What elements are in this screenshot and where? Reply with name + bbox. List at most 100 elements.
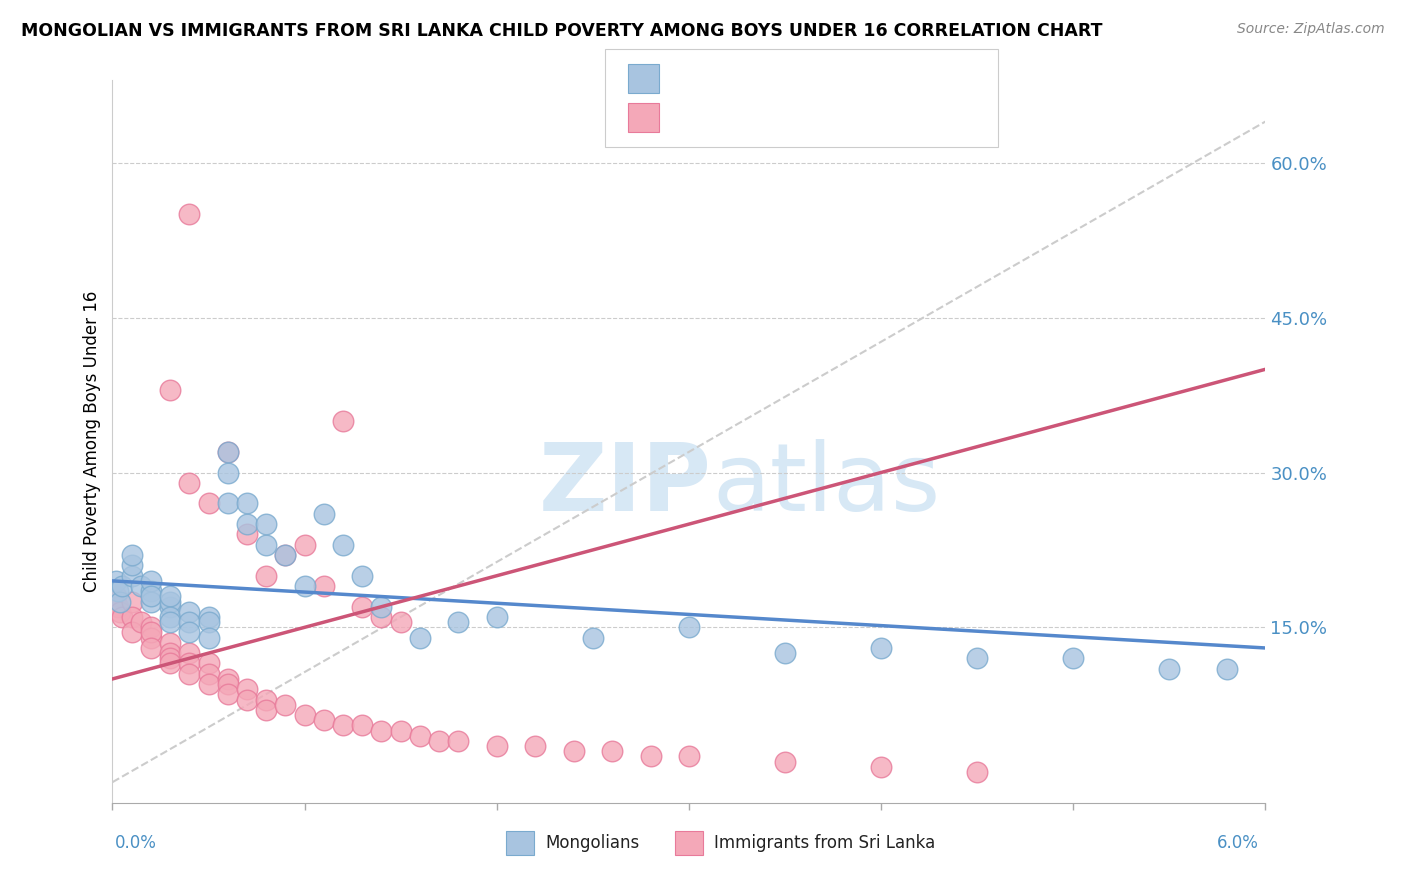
Point: [254, 568, 277, 582]
Point: [179, 605, 201, 619]
Point: [121, 548, 143, 562]
Point: [773, 755, 796, 769]
Point: [217, 672, 239, 686]
Point: [217, 677, 239, 691]
Point: [197, 496, 219, 510]
Point: [139, 574, 162, 588]
Point: [600, 744, 623, 758]
Point: [197, 631, 219, 645]
Point: [159, 610, 181, 624]
Text: 0.0%: 0.0%: [115, 834, 157, 852]
Point: [485, 610, 508, 624]
Point: [217, 445, 239, 459]
Point: [159, 646, 181, 660]
Point: [274, 548, 297, 562]
Point: [139, 590, 162, 604]
Point: [332, 718, 354, 732]
Text: Source: ZipAtlas.com: Source: ZipAtlas.com: [1237, 22, 1385, 37]
Point: [217, 466, 239, 480]
Text: 0.375: 0.375: [713, 109, 773, 127]
Point: [108, 605, 131, 619]
Y-axis label: Child Poverty Among Boys Under 16: Child Poverty Among Boys Under 16: [83, 291, 101, 592]
Point: [236, 527, 259, 541]
Point: [447, 734, 470, 748]
Point: [254, 538, 277, 552]
Text: N =: N =: [775, 70, 824, 87]
Text: ZIP: ZIP: [538, 439, 711, 531]
Point: [312, 579, 335, 593]
Text: N =: N =: [775, 109, 824, 127]
Point: [678, 749, 700, 764]
Text: R =: R =: [673, 109, 711, 127]
Point: [352, 599, 374, 614]
Point: [870, 760, 893, 774]
Text: 62: 62: [821, 109, 845, 127]
Point: [236, 692, 259, 706]
Point: [107, 584, 129, 599]
Point: [582, 631, 605, 645]
Point: [159, 383, 181, 397]
Point: [562, 744, 585, 758]
Point: [678, 620, 700, 634]
Point: [966, 651, 988, 665]
Point: [179, 646, 201, 660]
Point: [105, 574, 128, 588]
Point: [159, 657, 181, 671]
Point: [139, 625, 162, 640]
Point: [254, 703, 277, 717]
Point: [254, 517, 277, 532]
Point: [409, 631, 432, 645]
Point: [236, 517, 259, 532]
Point: [139, 640, 162, 655]
Point: [159, 599, 181, 614]
Text: R =: R =: [673, 70, 711, 87]
Point: [312, 713, 335, 727]
Point: [332, 538, 354, 552]
Point: [352, 568, 374, 582]
Text: MONGOLIAN VS IMMIGRANTS FROM SRI LANKA CHILD POVERTY AMONG BOYS UNDER 16 CORRELA: MONGOLIAN VS IMMIGRANTS FROM SRI LANKA C…: [21, 22, 1102, 40]
Text: Mongolians: Mongolians: [546, 834, 640, 852]
Point: [524, 739, 547, 753]
Text: atlas: atlas: [711, 439, 941, 531]
Point: [217, 445, 239, 459]
Point: [389, 615, 412, 630]
Point: [179, 625, 201, 640]
Point: [640, 749, 662, 764]
Point: [179, 666, 201, 681]
Point: [1216, 662, 1239, 676]
Point: [236, 496, 259, 510]
Point: [159, 594, 181, 608]
Point: [352, 718, 374, 732]
Point: [105, 590, 128, 604]
Point: [389, 723, 412, 738]
Point: [773, 646, 796, 660]
Point: [217, 687, 239, 701]
Point: [966, 764, 988, 779]
Point: [139, 594, 162, 608]
Point: [427, 734, 450, 748]
Point: [121, 610, 143, 624]
Point: [197, 677, 219, 691]
Point: [294, 579, 316, 593]
Point: [197, 615, 219, 630]
Point: [294, 538, 316, 552]
Point: [1062, 651, 1084, 665]
Point: [370, 610, 392, 624]
Point: [159, 615, 181, 630]
Point: [129, 615, 153, 630]
Point: [409, 729, 432, 743]
Point: [179, 615, 201, 630]
Text: -0.099: -0.099: [713, 70, 775, 87]
Point: [121, 568, 143, 582]
Point: [129, 579, 153, 593]
Point: [870, 640, 893, 655]
Point: [179, 207, 201, 221]
Point: [312, 507, 335, 521]
Point: [197, 666, 219, 681]
Text: Immigrants from Sri Lanka: Immigrants from Sri Lanka: [714, 834, 935, 852]
Point: [332, 414, 354, 428]
Point: [370, 723, 392, 738]
Text: 47: 47: [821, 70, 845, 87]
Point: [111, 579, 134, 593]
Point: [294, 708, 316, 723]
